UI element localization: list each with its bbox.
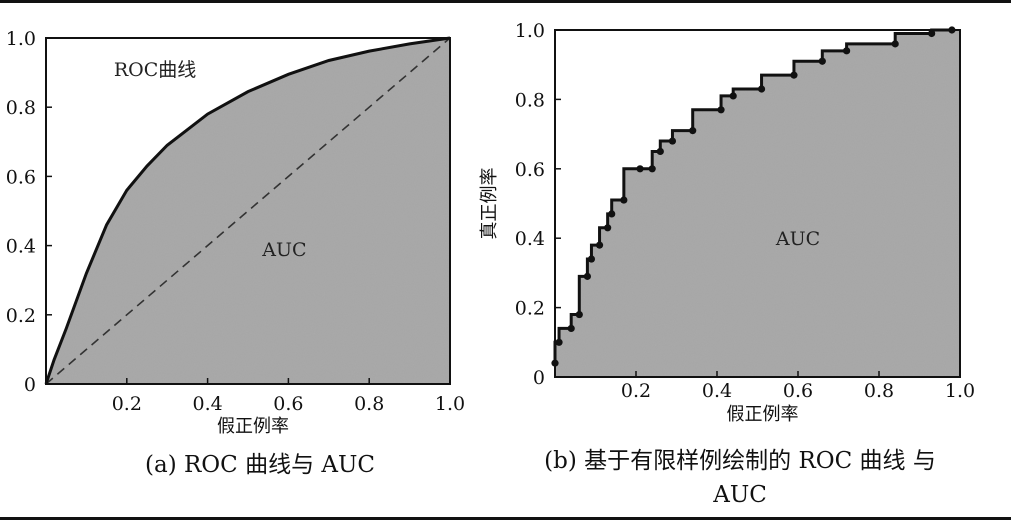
y-tick-label: 0.2 bbox=[515, 298, 545, 320]
roc-point bbox=[608, 210, 616, 218]
x-tick-label: 0.2 bbox=[621, 380, 651, 402]
auc-area-b bbox=[555, 30, 960, 377]
roc-point bbox=[583, 272, 592, 280]
roc-point bbox=[818, 57, 826, 65]
x-tick-label: 0.2 bbox=[112, 393, 142, 415]
x-tick-label: 0.8 bbox=[864, 380, 894, 402]
caption-a: (a) ROC 曲线与 AUC bbox=[145, 452, 375, 478]
roc-point bbox=[648, 165, 656, 173]
x-tick-label: 1.0 bbox=[435, 393, 465, 415]
roc-point bbox=[948, 26, 956, 34]
y-tick-label: 0.8 bbox=[6, 97, 36, 119]
x-axis-label: 假正例率 bbox=[217, 416, 289, 437]
y-tick-label: 0 bbox=[24, 374, 36, 396]
roc-point bbox=[636, 165, 644, 173]
random-guess-diagonal bbox=[45, 37, 451, 385]
roc-point bbox=[928, 29, 936, 38]
auc-annotation: AUC bbox=[261, 239, 306, 261]
y-tick-label: 0.6 bbox=[6, 166, 36, 188]
roc-point bbox=[717, 106, 725, 114]
y-tick-label: 0.8 bbox=[515, 89, 545, 111]
roc-point bbox=[567, 324, 575, 333]
y-tick-label: 0.4 bbox=[6, 236, 36, 258]
x-tick-label: 1.0 bbox=[945, 380, 975, 402]
y-axis-label: 真正例率 bbox=[479, 168, 500, 240]
y-tick-label: 0 bbox=[533, 367, 545, 389]
x-tick-label: 0.4 bbox=[702, 380, 732, 402]
x-tick-label: 0.6 bbox=[783, 380, 813, 402]
y-tick-label: 0.2 bbox=[6, 305, 36, 327]
caption-b: (b) 基于有限样例绘制的 ROC 曲线 与 AUC bbox=[544, 448, 936, 508]
roc-curve-annotation: ROC曲线 bbox=[114, 59, 196, 81]
roc-step-line bbox=[553, 28, 952, 364]
x-tick-label: 0.8 bbox=[354, 393, 384, 415]
plot-frame-a bbox=[45, 37, 451, 385]
roc-point bbox=[757, 85, 766, 93]
chart-panel-a: 0 0.2 0.4 0.6 0.8 1.0 0.2 0.4 0.6 0.8 1.0 假正例率 ROC曲线… bbox=[6, 28, 465, 437]
roc-point bbox=[668, 137, 677, 145]
plot-frame-b bbox=[554, 29, 961, 378]
roc-point bbox=[595, 241, 604, 249]
roc-point bbox=[656, 147, 664, 156]
roc-point bbox=[689, 127, 697, 135]
x-tick-label: 0.6 bbox=[273, 393, 303, 415]
top-rule bbox=[0, 0, 1011, 3]
roc-curve bbox=[44, 36, 451, 385]
chart-panel-b: 0 0.2 0.4 0.6 0.8 1.0 0.2 0.4 0.6 0.8 1.0 假正例率 真正例率 A… bbox=[479, 20, 975, 425]
roc-point bbox=[587, 255, 596, 263]
x-tick-label: 0.4 bbox=[192, 393, 222, 415]
roc-point bbox=[729, 92, 737, 100]
y-tick-label: 0.6 bbox=[515, 159, 545, 181]
roc-point bbox=[575, 310, 583, 319]
roc-point bbox=[620, 196, 628, 204]
roc-point bbox=[604, 224, 612, 232]
y-tick-label: 1.0 bbox=[6, 28, 36, 50]
x-axis-label: 假正例率 bbox=[727, 404, 799, 425]
bottom-rule bbox=[0, 517, 1011, 520]
y-tick-label: 0.4 bbox=[515, 228, 545, 250]
roc-point bbox=[790, 71, 798, 79]
roc-point bbox=[551, 359, 559, 367]
roc-point bbox=[891, 40, 899, 48]
roc-point bbox=[555, 338, 563, 346]
auc-annotation: AUC bbox=[775, 228, 820, 250]
roc-point bbox=[843, 47, 851, 55]
y-tick-label: 1.0 bbox=[515, 20, 545, 42]
